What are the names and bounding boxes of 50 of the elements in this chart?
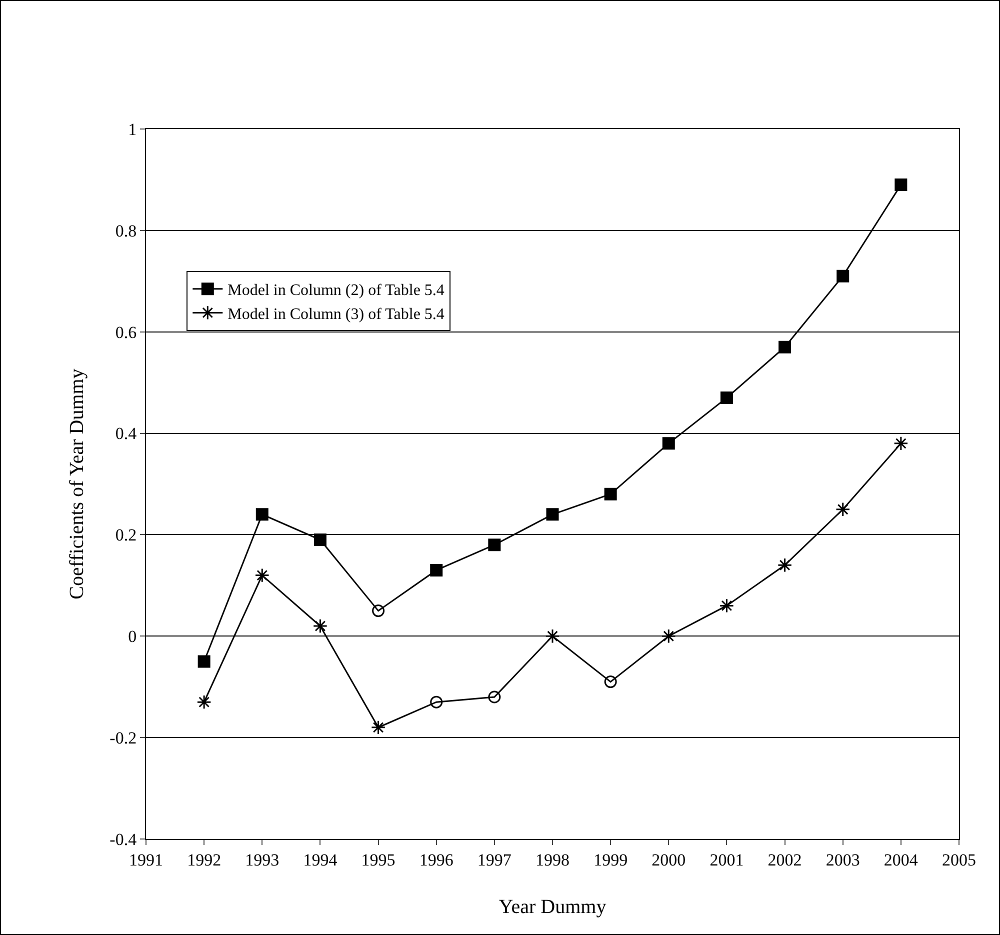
y-tick-label: 0.6 xyxy=(115,322,137,342)
x-tick-label: 1991 xyxy=(129,850,163,870)
x-tick-label: 2001 xyxy=(710,850,744,870)
point xyxy=(720,392,733,404)
x-tick-label: 1997 xyxy=(477,850,512,870)
point xyxy=(254,568,270,583)
y-axis-title: Coefficients of Year Dummy xyxy=(66,368,88,600)
point xyxy=(488,538,501,552)
point xyxy=(662,437,675,450)
point xyxy=(372,604,385,618)
point xyxy=(836,502,850,517)
point xyxy=(836,270,850,282)
point xyxy=(545,628,560,644)
y-tick-label: -0.2 xyxy=(110,728,137,748)
x-tick-label: 2003 xyxy=(826,850,860,870)
y-tick-label: 1 xyxy=(128,120,137,139)
x-tick-label: 1992 xyxy=(187,850,222,870)
point xyxy=(256,508,268,521)
point xyxy=(546,508,559,521)
x-tick-label: 1995 xyxy=(361,850,396,870)
x-tick-label: 1994 xyxy=(303,850,338,870)
point xyxy=(894,436,908,451)
x-tick-label: 2004 xyxy=(884,850,918,870)
x-tick-label: 2000 xyxy=(652,850,686,870)
point xyxy=(370,720,386,735)
legend-label: Model in Column (2) of Table 5.4 xyxy=(228,282,444,300)
point xyxy=(196,694,212,710)
x-tick-label: 1993 xyxy=(245,850,280,870)
legend-label: Model in Column (3) of Table 5.4 xyxy=(228,306,444,323)
point xyxy=(312,618,328,634)
x-tick-label: 1998 xyxy=(536,850,570,870)
x-tick-label: 1999 xyxy=(594,850,628,870)
point xyxy=(430,564,443,576)
point xyxy=(894,178,908,192)
point xyxy=(777,558,792,572)
x-tick-label: 1996 xyxy=(419,850,454,870)
point xyxy=(719,598,734,614)
y-tick-label: 0.8 xyxy=(115,221,137,240)
x-axis-title: Year Dummy xyxy=(498,896,606,918)
point xyxy=(198,655,210,668)
y-tick-label: 0 xyxy=(128,627,137,646)
y-tick-label: -0.4 xyxy=(110,830,138,849)
x-tick-label: 2002 xyxy=(768,850,802,870)
y-tick-label: 0.2 xyxy=(115,526,137,545)
point xyxy=(778,340,792,354)
point xyxy=(604,488,617,500)
point xyxy=(661,628,676,644)
y-tick-label: 0.4 xyxy=(115,424,138,444)
x-tick-label: 2005 xyxy=(942,850,976,870)
point xyxy=(314,534,326,546)
